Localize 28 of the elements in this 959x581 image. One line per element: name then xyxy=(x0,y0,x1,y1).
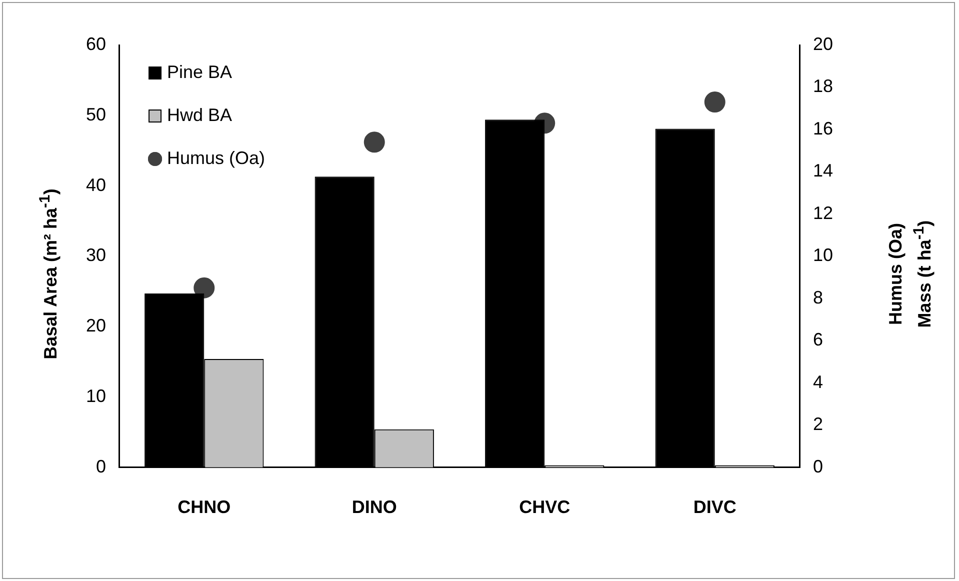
y2-tick-label: 20 xyxy=(812,34,834,54)
x-tick-label: DIVC xyxy=(693,497,736,518)
y-tick-label: 60 xyxy=(86,34,106,54)
point xyxy=(364,132,385,153)
y2-tick-label: 2 xyxy=(812,414,823,434)
point xyxy=(194,277,215,298)
y-tick-label: 50 xyxy=(86,104,106,124)
legend-label: Pine BA xyxy=(167,62,232,82)
legend-label: Humus (Oa) xyxy=(167,148,266,168)
y2-tick-label: 16 xyxy=(812,118,834,138)
y2-tick-label: 14 xyxy=(812,160,834,181)
y2-tick-label: 6 xyxy=(812,330,823,350)
y2-tick-label: 18 xyxy=(812,76,834,96)
y-tick-label: 40 xyxy=(86,174,106,195)
y-tick-label: 30 xyxy=(86,245,106,266)
point xyxy=(704,92,726,113)
y-tick-label: 10 xyxy=(86,386,106,406)
x-tick-label: DINO xyxy=(352,497,397,518)
x-tick-label: CHVC xyxy=(519,497,570,518)
y-tick-label: 0 xyxy=(96,456,106,476)
y-tick-label: 20 xyxy=(86,316,106,336)
y2-tick-label: 4 xyxy=(812,372,823,392)
x-tick-label: CHNO xyxy=(178,497,231,518)
y2-tick-label: 12 xyxy=(812,202,834,223)
y2-tick-label: 10 xyxy=(812,245,834,266)
legend-label: Hwd BA xyxy=(167,104,232,125)
y2-tick-label: 0 xyxy=(812,456,823,476)
y2-tick-label: 8 xyxy=(812,287,823,308)
